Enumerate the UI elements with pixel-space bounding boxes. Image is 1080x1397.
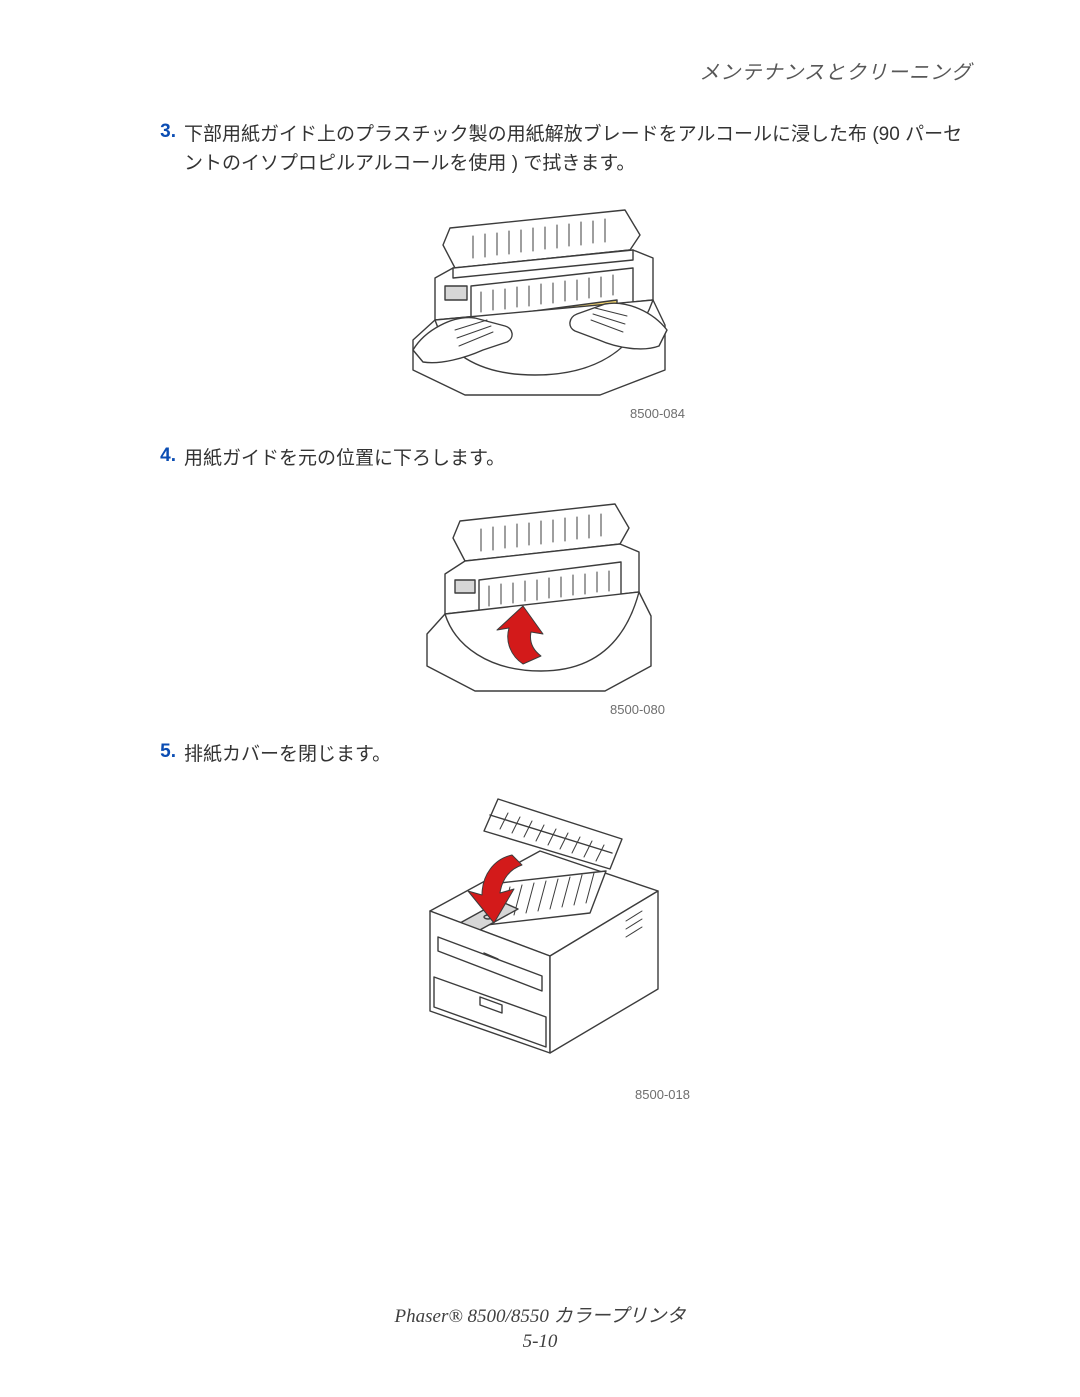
footer-product: Phaser® 8500/8550 カラープリンタ (0, 1304, 1080, 1330)
running-header: メンテナンスとクリーニング (108, 56, 972, 85)
step-text: 用紙ガイドを元の位置に下ろします。 (184, 445, 505, 474)
step-4: 4. 用紙ガイドを元の位置に下ろします。 (108, 445, 972, 474)
step-3: 3. 下部用紙ガイド上のプラスチック製の用紙解放ブレードをアルコールに浸した布 … (108, 121, 972, 178)
step-5: 5. 排紙カバーを閉じます。 (108, 741, 972, 770)
figure-3-illustration (390, 791, 690, 1081)
figure-code: 8500-018 (635, 1087, 690, 1102)
figure-1-illustration (395, 200, 685, 400)
step-number: 4. (148, 445, 184, 474)
footer-page-number: 5-10 (0, 1329, 1080, 1355)
figure-code: 8500-084 (630, 406, 685, 421)
figure-2-illustration (415, 496, 665, 696)
figure-1-wrap: 8500-084 (108, 200, 972, 421)
step-text: 排紙カバーを閉じます。 (184, 741, 391, 770)
figure-code: 8500-080 (610, 702, 665, 717)
figure-3-wrap: 8500-018 (108, 791, 972, 1102)
page-footer: Phaser® 8500/8550 カラープリンタ 5-10 (0, 1304, 1080, 1355)
step-number: 3. (148, 121, 184, 178)
figure-2-wrap: 8500-080 (108, 496, 972, 717)
step-number: 5. (148, 741, 184, 770)
manual-page: メンテナンスとクリーニング 3. 下部用紙ガイド上のプラスチック製の用紙解放ブレ… (0, 0, 1080, 1397)
step-text: 下部用紙ガイド上のプラスチック製の用紙解放ブレードをアルコールに浸した布 (90… (184, 121, 972, 178)
